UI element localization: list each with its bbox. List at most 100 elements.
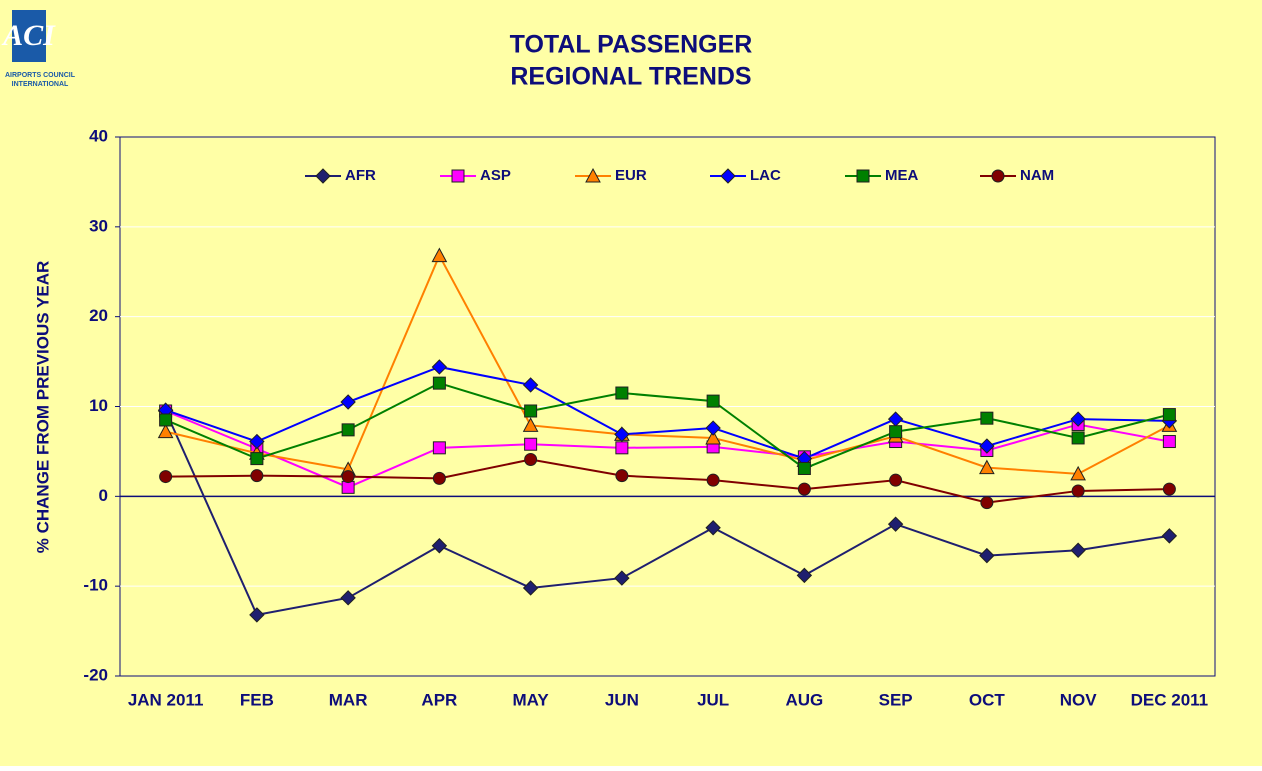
marker [522, 580, 539, 596]
logo-caption: AIRPORTS COUNCIL [5, 72, 76, 79]
marker [431, 247, 448, 263]
marker [614, 426, 630, 443]
marker [157, 423, 174, 439]
marker [524, 404, 538, 418]
logo-box [12, 10, 46, 62]
marker [432, 376, 446, 390]
x-tick-label: OCT [969, 690, 1006, 709]
marker [1161, 528, 1178, 544]
marker [431, 538, 448, 554]
x-tick-label: MAY [513, 690, 550, 709]
y-axis-label: % CHANGE FROM PREVIOUS YEAR [33, 261, 52, 554]
legend-label: LAC [750, 167, 781, 184]
marker [524, 453, 538, 467]
marker [979, 459, 995, 475]
marker [1070, 465, 1086, 481]
y-tick-label: 0 [99, 486, 108, 505]
marker [705, 520, 721, 536]
marker [585, 167, 601, 183]
x-tick-label: JUL [697, 690, 729, 709]
marker [159, 470, 173, 484]
series-line [165, 458, 1170, 504]
marker [341, 470, 355, 484]
marker [340, 590, 356, 606]
x-tick-label: NOV [1060, 690, 1098, 709]
y-tick-label: -20 [83, 665, 108, 684]
marker [249, 607, 265, 623]
marker [720, 168, 736, 184]
marker [889, 425, 903, 439]
marker [159, 413, 173, 427]
marker [1071, 431, 1085, 445]
marker [706, 394, 720, 408]
marker [980, 496, 994, 510]
y-tick-label: -10 [83, 576, 108, 595]
marker [856, 169, 870, 183]
marker [796, 567, 813, 584]
legend-label: AFR [345, 167, 376, 184]
marker [432, 471, 446, 485]
series-line [165, 253, 1170, 475]
x-tick-label: FEB [240, 690, 274, 709]
marker [315, 168, 331, 184]
series-line [165, 410, 1170, 489]
x-tick-label: SEP [879, 690, 913, 709]
marker [705, 420, 721, 436]
x-tick-label: AUG [785, 690, 823, 709]
y-tick-label: 40 [89, 126, 108, 145]
marker [432, 441, 446, 455]
y-tick-label: 30 [89, 216, 108, 235]
x-tick-label: JAN 2011 [128, 690, 204, 709]
marker [1070, 542, 1086, 558]
marker [1070, 411, 1086, 427]
marker [522, 377, 539, 393]
marker [249, 433, 265, 450]
marker [797, 482, 811, 496]
legend-label: MEA [885, 167, 919, 184]
marker [615, 441, 629, 455]
marker [887, 516, 904, 532]
marker [980, 411, 994, 425]
marker [341, 423, 355, 437]
marker [524, 437, 538, 451]
marker [1071, 484, 1085, 498]
chart-title: TOTAL PASSENGER [510, 31, 753, 59]
marker [250, 452, 264, 466]
legend-label: NAM [1020, 167, 1054, 184]
marker [979, 547, 995, 564]
marker [615, 469, 629, 483]
logo-mark: ACI [1, 19, 56, 52]
marker [705, 429, 721, 445]
marker [1162, 482, 1176, 496]
x-tick-label: APR [421, 690, 457, 709]
marker [1162, 408, 1176, 422]
marker [979, 438, 995, 454]
x-tick-label: DEC 2011 [1131, 690, 1209, 709]
series-line [164, 410, 1170, 617]
marker [615, 386, 629, 400]
y-tick-label: 20 [89, 306, 108, 325]
marker [250, 469, 264, 483]
chart-title: REGIONAL TRENDS [510, 63, 751, 91]
x-tick-label: MAR [329, 690, 368, 709]
marker [431, 359, 448, 375]
marker [1162, 435, 1176, 449]
marker [340, 394, 356, 410]
marker [706, 473, 720, 487]
y-tick-label: 10 [89, 396, 108, 415]
marker [451, 169, 465, 183]
series-line [165, 365, 1170, 460]
legend-label: ASP [480, 167, 511, 184]
marker [341, 480, 355, 494]
logo-caption: INTERNATIONAL [12, 81, 69, 88]
legend-label: EUR [615, 167, 647, 184]
marker [522, 417, 539, 432]
marker [797, 461, 811, 475]
marker [614, 570, 630, 586]
marker [889, 473, 903, 487]
x-tick-label: JUN [605, 690, 639, 709]
series-line [165, 382, 1170, 470]
